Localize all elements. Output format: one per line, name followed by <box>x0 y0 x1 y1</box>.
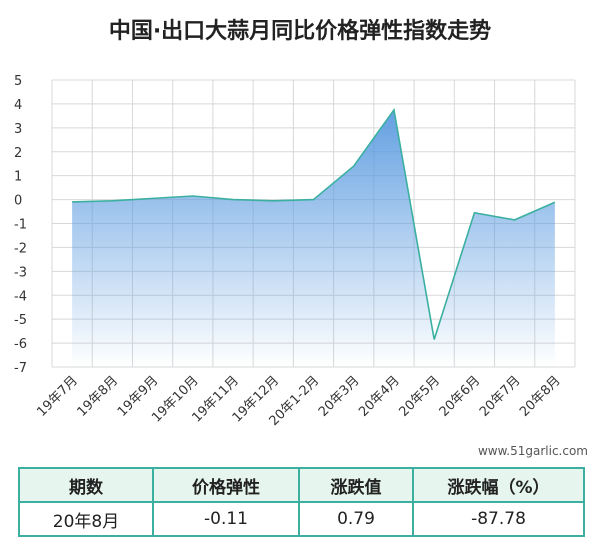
line <box>72 107 556 340</box>
y-tick-label: -2 <box>14 241 27 256</box>
header-cell: 涨跌值 <box>298 467 414 503</box>
x-tick-label: 19年8月 <box>75 373 122 420</box>
y-tick-label: -6 <box>14 337 27 352</box>
table-row: 20年8月 -0.11 0.79 -87.78 <box>18 501 585 537</box>
x-tick-label: 20年5月 <box>396 373 443 420</box>
y-tick-label: 2 <box>14 146 22 161</box>
y-tick-label: 3 <box>14 122 22 137</box>
summary-table: 期数 价格弹性 涨跌值 涨跌幅（%） 20年8月 -0.11 0.79 -87.… <box>18 467 585 537</box>
x-tick-label: 19年7月 <box>34 373 81 420</box>
y-tick-label: -5 <box>14 313 27 328</box>
cell: -87.78 <box>412 501 585 537</box>
y-tick-label: 4 <box>14 98 22 113</box>
cell: 0.79 <box>298 501 414 537</box>
y-tick-label: 0 <box>14 194 22 209</box>
cell: -0.11 <box>152 501 300 537</box>
area <box>72 109 555 367</box>
x-tick-label: 20年7月 <box>477 373 524 420</box>
table-header: 期数 价格弹性 涨跌值 涨跌幅（%） <box>18 467 585 503</box>
x-tick-label: 20年8月 <box>517 373 564 420</box>
chart: 中国·出口大蒜月同比价格弹性指数走势 www.51garlic.com 5 4 3 2… <box>14 18 588 458</box>
chart-title: 中国·出口大蒜月同比价格弹性指数走势 <box>109 18 491 44</box>
cell: 20年8月 <box>18 501 154 537</box>
y-tick-label: -4 <box>14 289 27 304</box>
y-tick-label: 1 <box>14 170 22 185</box>
watermark: www.51garlic.com <box>478 444 588 458</box>
x-tick-label: 20年4月 <box>356 373 403 420</box>
y-tick-label: 5 <box>14 74 22 89</box>
header-cell: 涨跌幅（%） <box>412 467 585 503</box>
header-cell: 价格弹性 <box>152 467 300 503</box>
header-cell: 期数 <box>18 467 154 503</box>
y-tick-label: -1 <box>14 218 27 233</box>
y-tick-label: -7 <box>14 361 27 376</box>
y-tick-label: -3 <box>14 265 27 280</box>
x-tick-label: 20年6月 <box>437 373 484 420</box>
x-tick-label: 20年3月 <box>316 373 363 420</box>
